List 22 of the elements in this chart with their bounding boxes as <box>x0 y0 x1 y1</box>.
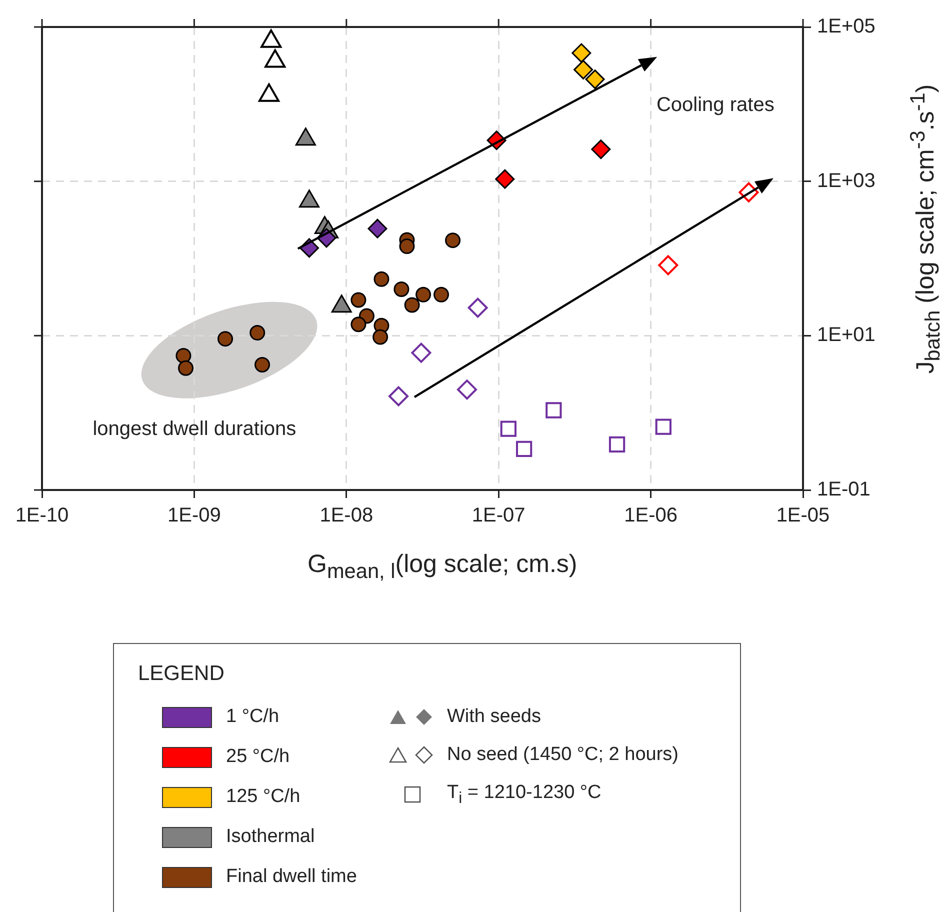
y-tick-label: 1E+03 <box>817 170 876 192</box>
x-tick-label: 1E-08 <box>320 504 374 527</box>
y-tick-label: 1E-01 <box>817 478 870 501</box>
legend-label: Isothermal <box>226 826 315 848</box>
text: T$_{i}$ = 1210-1230 °C <box>447 782 602 808</box>
legend-title: LEGEND <box>138 662 224 686</box>
legend-label: Final dwell time <box>226 866 357 888</box>
annotation: longest dwell durations <box>92 418 296 442</box>
text: With seeds <box>447 706 541 728</box>
x-tick-label: 1E-07 <box>472 504 526 527</box>
text: No seed (1450 °C; 2 hours) <box>447 744 678 766</box>
x-tick-label: 1E-09 <box>168 504 221 527</box>
x-tick-label: 1E-10 <box>15 504 69 527</box>
x-tick-label: 1E-05 <box>776 504 830 527</box>
x-axis-title: G$_{mean, l}$(log scale; cm.s) <box>308 550 578 584</box>
legend-label: 25 °C/h <box>226 746 290 768</box>
y-tick-label: 1E+05 <box>817 16 876 38</box>
legend-label: 125 °C/h <box>226 786 300 808</box>
legend-label: 1 °C/h <box>226 706 280 728</box>
annotation: Cooling rates <box>656 94 774 118</box>
y-tick-label: 1E+01 <box>817 324 876 346</box>
x-tick-label: 1E-06 <box>624 504 678 527</box>
